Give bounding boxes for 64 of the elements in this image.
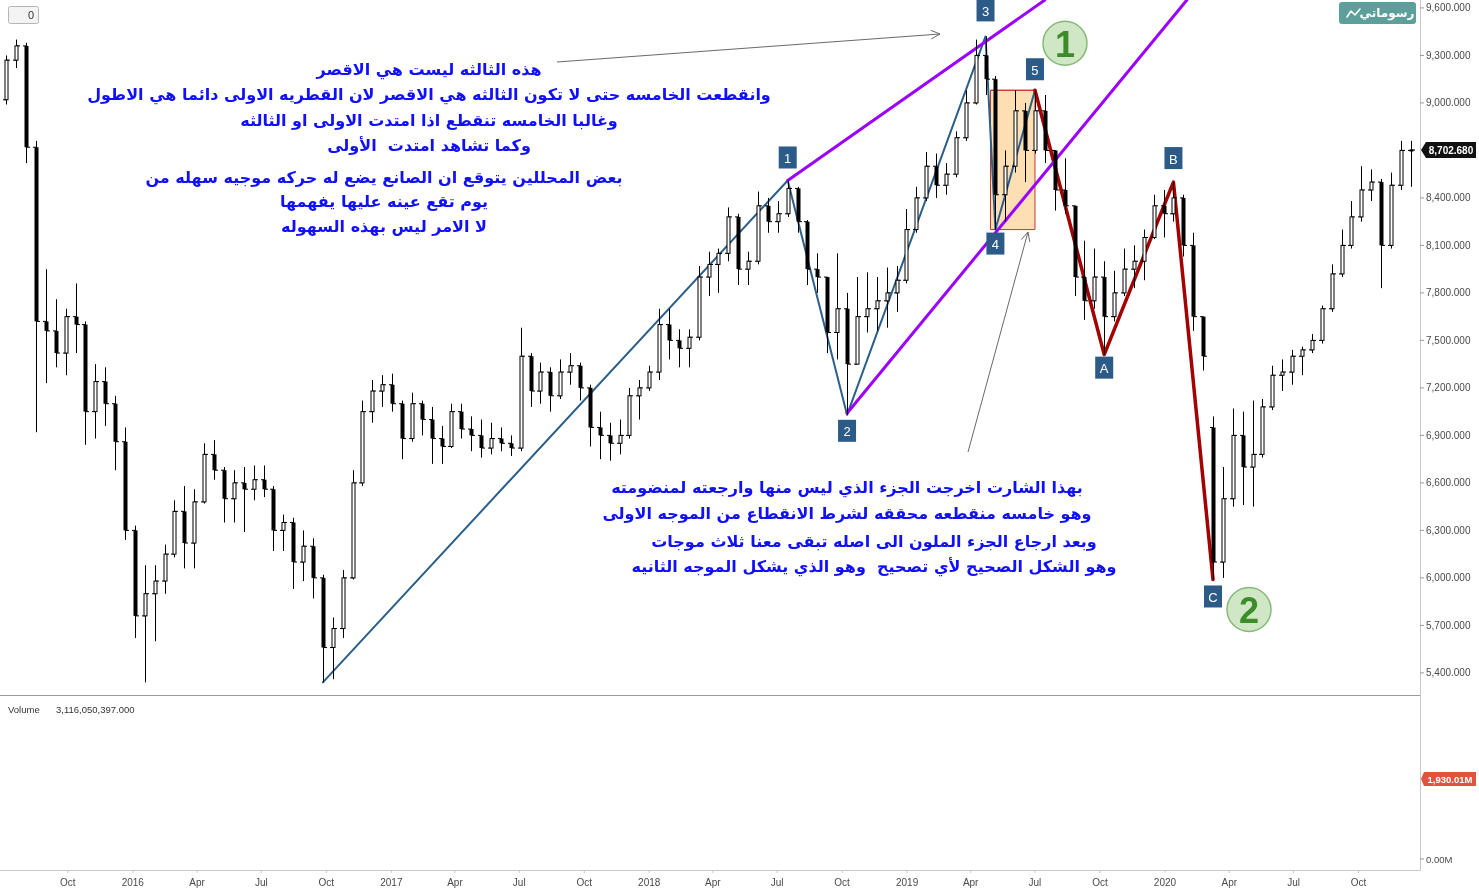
annotation: 1 (1042, 20, 1088, 66)
annotation: وبعد ارجاع الجزء الملون الى اصله تبقى معنا ثلاث موجات وهو الشكل الصحيح لأي تصحيح وهو الذي يشكل الموجه الثانيه (631, 531, 1117, 576)
x-tick-label: 2018 (638, 876, 661, 888)
annotation: بهذا الشارت اخرجت الجزء الذي ليس منها وارجعته لمنضومته وهو خامسه منقطعه محققه لشرط الانقطاع من الموجه الاولى (602, 477, 1092, 523)
x-tick-label: Oct (834, 876, 851, 888)
y-tick-label: 7,200.000 (1426, 382, 1471, 394)
x-tick-label: Jul (1287, 876, 1300, 888)
y-tick-label: 8,100.000 (1426, 239, 1471, 251)
annotation: 4 (986, 232, 1005, 255)
annotation: 2 (843, 424, 851, 440)
annotation: 1 (1054, 23, 1075, 65)
x-tick-label: Apr (1221, 876, 1238, 888)
x-tick-label: Apr (189, 876, 206, 888)
x-tick-label: 2017 (380, 876, 403, 888)
x-tick-label: Apr (447, 876, 464, 888)
annotation: A (1095, 356, 1114, 379)
annotation: رسوماتي (1359, 6, 1415, 21)
x-tick-label: Oct (60, 876, 76, 888)
y2-tick-label: 1,930.01M (1427, 774, 1473, 785)
y-tick-label: 5,700.000 (1426, 619, 1471, 631)
x-tick-label: Apr (962, 876, 980, 888)
x-tick-label: Jul (770, 876, 784, 888)
y2-tick-label: 0.00M (1426, 853, 1453, 865)
y-tick-label: 9,300.000 (1426, 49, 1471, 61)
y-tick-label: 6,000.000 (1426, 572, 1471, 584)
y-tick-label: 8,400.000 (1426, 192, 1471, 204)
annotation: B (1164, 147, 1183, 170)
annotation: Volume (8, 703, 40, 715)
x-tick-label: 2020 (1153, 876, 1177, 888)
y-tick-label: 6,300.000 (1426, 524, 1471, 536)
annotation: 5 (1031, 62, 1039, 78)
annotation: 2 (1226, 586, 1272, 633)
x-tick-label: Jul (512, 876, 526, 888)
x-tick-label: Oct (318, 876, 335, 888)
annotation: 0 (8, 6, 39, 24)
y-tick-label: 7,800.000 (1426, 287, 1471, 299)
annotation: 3,116,050,397.000 (56, 703, 135, 715)
y-tick-label: 6,600.000 (1426, 477, 1471, 489)
x-tick-label: Oct (1092, 876, 1108, 888)
annotation: 0 (27, 9, 34, 21)
annotation: C (1204, 585, 1222, 608)
annotation: A (1099, 361, 1109, 377)
annotation: 2 (838, 419, 857, 442)
x-tick-label: Oct (1350, 876, 1367, 888)
annotation: 2 (1238, 589, 1260, 631)
annotation: C (1208, 589, 1218, 605)
y-tick-label: 9,600.000 (1426, 2, 1471, 14)
x-tick-label: Apr (705, 876, 722, 888)
annotation: 3 (981, 3, 990, 19)
annotation: 4 (991, 237, 1000, 253)
annotation: بعض المحللين يتوقع ان الصانع يضع له حركه موجيه سهله من يوم تقع عينه عليها يفهمها لا الامر ليس بهذه السهوله (145, 167, 623, 236)
annotation: B (1169, 151, 1178, 167)
x-tick-label: Oct (576, 876, 593, 888)
x-tick-label: 2019 (895, 876, 919, 888)
annotation: هذه الثالثه ليست هي الاقصر وانقطعت الخامسه حتى لا تكون الثالثه هي الاقصر لان القطريه الاولى دائما هي الاطول وغالبا الخامسه تنقطع اذا امتدت الاولى او الثالثه وكما تشاهد امتدت الأولى (87, 59, 771, 155)
y-tick-label: 6,900.000 (1426, 429, 1471, 441)
x-tick-label: Jul (1028, 876, 1042, 888)
y-tick-label: 7,500.000 (1426, 334, 1471, 346)
x-tick-label: Jul (254, 876, 268, 888)
y-tick-label: 9,000.000 (1426, 97, 1471, 109)
y-tick-label: 5,400.000 (1426, 667, 1471, 679)
annotation: رسوماتي (1339, 2, 1416, 24)
x-tick-label: 2016 (121, 876, 145, 888)
annotation: 1 (784, 150, 792, 166)
